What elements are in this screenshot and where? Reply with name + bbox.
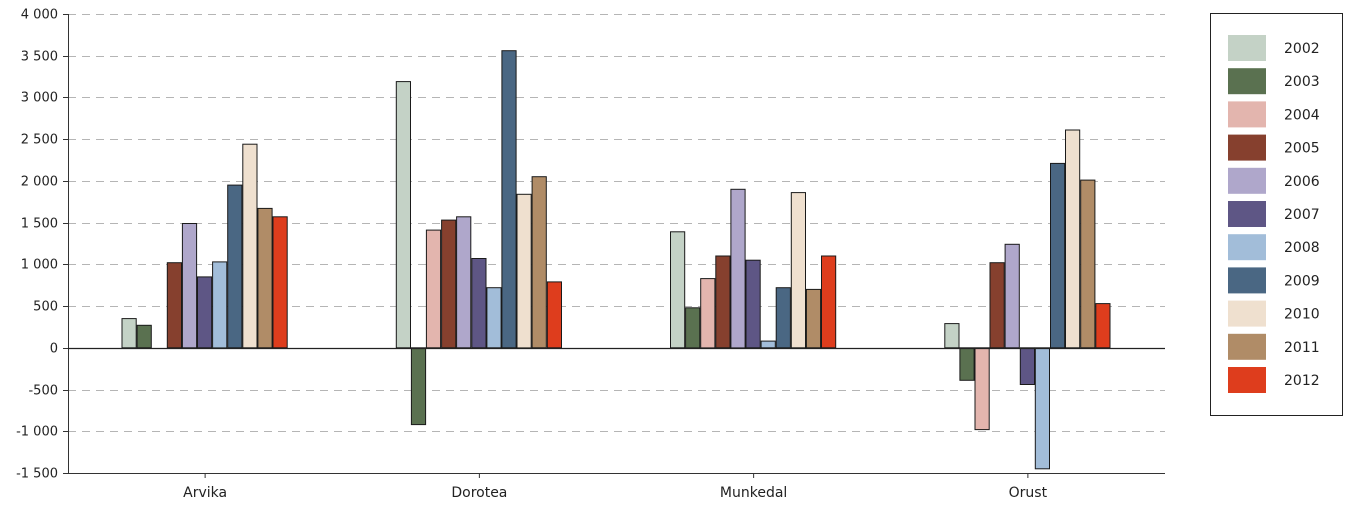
- legend-label-2005: 2005: [1284, 141, 1320, 157]
- bar-munkedal-2002: [670, 231, 686, 349]
- bar-arvika-2006: [181, 223, 198, 349]
- legend-label-2011: 2011: [1284, 340, 1320, 356]
- bar-munkedal-2012: [821, 255, 837, 349]
- bar-orust-2011: [1080, 179, 1096, 349]
- bar-orust-2009: [1050, 162, 1066, 349]
- bar-dorotea-2006: [456, 216, 472, 349]
- x-tick-label: Munkedal: [720, 485, 787, 501]
- bar-orust-2007: [1019, 347, 1035, 385]
- legend-swatch-2006: [1228, 167, 1266, 194]
- legend-swatch-2009: [1228, 267, 1266, 294]
- bar-dorotea-2008: [486, 287, 502, 349]
- legend-label-2012: 2012: [1284, 373, 1320, 389]
- y-axis: 4 000 3 500 3 000 2 500 2 000 1 500 1 000 500 0 -…: [16, 8, 69, 482]
- legend-swatch-2011: [1228, 333, 1266, 360]
- bar-dorotea-2012: [546, 281, 562, 349]
- y-tick-label: 2 000: [21, 175, 58, 190]
- y-tick-label: 3 500: [21, 50, 58, 65]
- bar-orust-2003: [959, 347, 975, 381]
- legend-swatch-2010: [1228, 300, 1266, 327]
- legend-swatch-2002: [1228, 35, 1266, 61]
- bar-orust-2005: [989, 262, 1005, 349]
- bar-orust-2010: [1065, 129, 1081, 349]
- bar-munkedal-2006: [730, 188, 746, 349]
- bar-dorotea-2002: [395, 81, 411, 349]
- bar-munkedal-2005: [715, 255, 731, 349]
- bar-orust-2006: [1004, 243, 1020, 349]
- y-tick-label: 4 000: [21, 8, 58, 23]
- legend-swatch-2005: [1228, 134, 1266, 161]
- bar-arvika-2011: [257, 207, 273, 349]
- y-tick-label: 500: [33, 300, 58, 315]
- bar-dorotea-2007: [471, 258, 487, 349]
- legend-swatch-2012: [1228, 367, 1266, 393]
- legend: 2002 2003 2004 2005 2006 2007 2008 2009 2010 2011…: [1210, 13, 1343, 416]
- bar-arvika-2012: [272, 216, 288, 349]
- legend-swatch-2008: [1228, 234, 1266, 261]
- legend-swatch-2007: [1228, 201, 1266, 227]
- bar-dorotea-2011: [531, 176, 547, 349]
- y-tick-label: -1 500: [16, 467, 58, 482]
- x-tick-label: Arvika: [183, 485, 227, 501]
- legend-label-2003: 2003: [1284, 74, 1320, 90]
- bar-arvika-2002: [121, 318, 137, 349]
- bar-dorotea-2010: [516, 193, 532, 349]
- x-tick-label: Orust: [1009, 485, 1048, 501]
- y-tick-label: 1 000: [21, 258, 58, 273]
- bar-orust-2012: [1095, 303, 1111, 349]
- bar-arvika-2010: [242, 143, 258, 349]
- x-tick-label: Dorotea: [451, 485, 507, 501]
- bar-munkedal-2007: [745, 259, 761, 349]
- bar-munkedal-2004: [700, 278, 716, 349]
- y-tick-label: 0: [50, 342, 58, 357]
- bar-munkedal-2003: [685, 307, 701, 349]
- y-tick-label: -500: [28, 384, 58, 399]
- bar-arvika-2005: [166, 262, 183, 349]
- y-tick-label: 2 500: [21, 133, 58, 148]
- bar-arvika-2008: [212, 261, 228, 349]
- bar-munkedal-2010: [790, 192, 806, 349]
- legend-label-2007: 2007: [1284, 207, 1320, 223]
- legend-label-2010: 2010: [1284, 307, 1320, 323]
- legend-label-2009: 2009: [1284, 273, 1320, 289]
- legend-swatch-2003: [1228, 68, 1266, 95]
- bar-dorotea-2005: [441, 219, 457, 349]
- x-axis: Arvika Dorotea Munkedal Orust: [68, 473, 1165, 501]
- y-tick-label: -1 000: [16, 425, 58, 440]
- y-tick-label: 3 000: [21, 91, 58, 106]
- bar-munkedal-2011: [805, 288, 822, 349]
- legend-label-2002: 2002: [1284, 41, 1320, 57]
- bars: [68, 50, 1165, 470]
- bar-munkedal-2008: [760, 340, 776, 349]
- y-tick-label: 1 500: [21, 217, 58, 232]
- bar-munkedal-2009: [775, 287, 791, 349]
- bar-orust-2002: [944, 323, 960, 349]
- bar-orust-2004: [974, 347, 990, 431]
- bar-arvika-2003: [136, 324, 152, 349]
- bar-arvika-2007: [197, 276, 213, 349]
- bar-arvika-2009: [227, 184, 243, 349]
- legend-swatch-2004: [1228, 101, 1266, 128]
- bar-dorotea-2004: [425, 229, 442, 349]
- legend-label-2004: 2004: [1284, 107, 1320, 123]
- legend-label-2008: 2008: [1284, 240, 1320, 256]
- legend-label-2006: 2006: [1284, 174, 1320, 190]
- bar-dorotea-2003: [410, 347, 427, 426]
- bar-orust-2008: [1034, 347, 1051, 470]
- bar-dorotea-2009: [501, 50, 517, 349]
